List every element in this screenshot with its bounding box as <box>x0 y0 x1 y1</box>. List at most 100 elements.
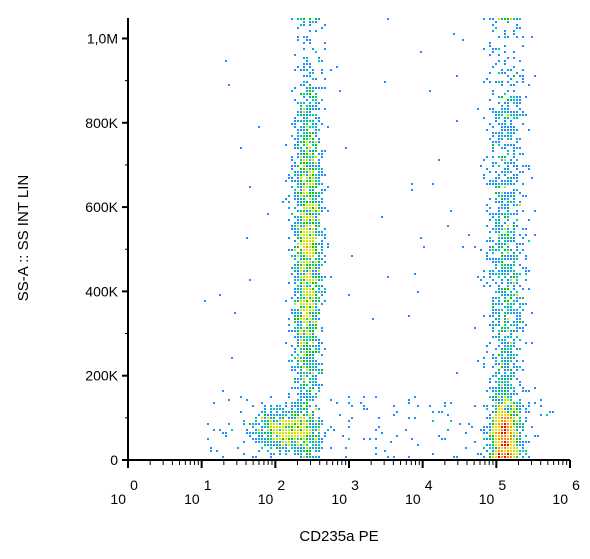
event-dot <box>306 309 308 311</box>
event-dot <box>306 135 308 137</box>
event-dot <box>507 369 509 371</box>
event-dot <box>507 108 509 110</box>
event-dot <box>522 165 524 167</box>
event-dot <box>300 339 302 341</box>
event-dot <box>504 357 506 359</box>
event-dot <box>255 417 257 419</box>
event-dot <box>516 255 518 257</box>
event-dot <box>273 432 275 434</box>
event-dot <box>483 177 485 179</box>
event-dot <box>501 450 503 452</box>
event-dot <box>303 156 305 158</box>
event-dot <box>318 432 320 434</box>
event-dot <box>504 270 506 272</box>
event-dot <box>483 366 485 368</box>
event-dot <box>288 450 290 452</box>
event-dot <box>294 54 296 56</box>
event-dot <box>510 429 512 431</box>
event-dot <box>516 105 518 107</box>
event-dot <box>540 414 542 416</box>
x-tick-label: 10 <box>479 491 495 507</box>
event-dot <box>297 39 299 41</box>
event-dot <box>525 255 527 257</box>
event-dot <box>519 453 521 455</box>
event-dot <box>306 36 308 38</box>
event-dot <box>282 447 284 449</box>
event-dot <box>498 453 500 455</box>
event-dot <box>513 75 515 77</box>
event-dot <box>324 288 326 290</box>
event-dot <box>276 405 278 407</box>
event-dot <box>495 111 497 113</box>
event-dot <box>519 60 521 62</box>
event-dot <box>495 21 497 23</box>
event-dot <box>276 435 278 437</box>
event-dot <box>498 243 500 245</box>
event-dot <box>300 384 302 386</box>
event-dot <box>297 198 299 200</box>
event-dot <box>261 429 263 431</box>
event-dot <box>276 411 278 413</box>
event-dot <box>303 354 305 356</box>
event-dot <box>507 213 509 215</box>
event-dot <box>495 258 497 260</box>
event-dot <box>495 405 497 407</box>
event-dot <box>498 408 500 410</box>
event-dot <box>303 270 305 272</box>
event-dot <box>312 300 314 302</box>
event-dot <box>309 372 311 374</box>
event-dot <box>300 189 302 191</box>
event-dot <box>492 315 494 317</box>
event-dot <box>315 174 317 176</box>
event-dot <box>252 456 254 458</box>
event-dot <box>516 141 518 143</box>
event-dot <box>228 399 230 401</box>
event-dot <box>495 225 497 227</box>
event-dot <box>309 18 311 20</box>
event-dot <box>516 249 518 251</box>
event-dot <box>294 234 296 236</box>
event-dot <box>492 162 494 164</box>
event-dot <box>495 309 497 311</box>
event-dot <box>507 396 509 398</box>
event-dot <box>513 57 515 59</box>
event-dot <box>312 414 314 416</box>
event-dot <box>321 156 323 158</box>
event-dot <box>291 447 293 449</box>
event-dot <box>534 387 536 389</box>
event-dot <box>510 111 512 113</box>
event-dot <box>312 180 314 182</box>
event-dot <box>312 456 314 458</box>
event-dot <box>303 228 305 230</box>
event-dot <box>510 201 512 203</box>
event-dot <box>306 63 308 65</box>
event-dot <box>300 447 302 449</box>
event-dot <box>321 183 323 185</box>
event-dot <box>516 360 518 362</box>
event-dot <box>291 420 293 422</box>
event-dot <box>519 339 521 341</box>
event-dot <box>501 288 503 290</box>
event-dot <box>324 42 326 44</box>
event-dot <box>300 147 302 149</box>
event-dot <box>315 132 317 134</box>
event-dot <box>294 381 296 383</box>
event-dot <box>279 417 281 419</box>
event-dot <box>501 264 503 266</box>
event-dot <box>306 321 308 323</box>
event-dot <box>288 444 290 446</box>
event-dot <box>249 435 251 437</box>
event-dot <box>519 327 521 329</box>
event-dot <box>300 432 302 434</box>
event-dot <box>498 270 500 272</box>
event-dot <box>303 444 305 446</box>
event-dot <box>501 201 503 203</box>
event-dot <box>288 195 290 197</box>
event-dot <box>492 366 494 368</box>
event-dot <box>306 261 308 263</box>
event-dot <box>303 372 305 374</box>
event-dot <box>267 450 269 452</box>
event-dot <box>501 366 503 368</box>
event-dot <box>528 390 530 392</box>
event-dot <box>507 69 509 71</box>
